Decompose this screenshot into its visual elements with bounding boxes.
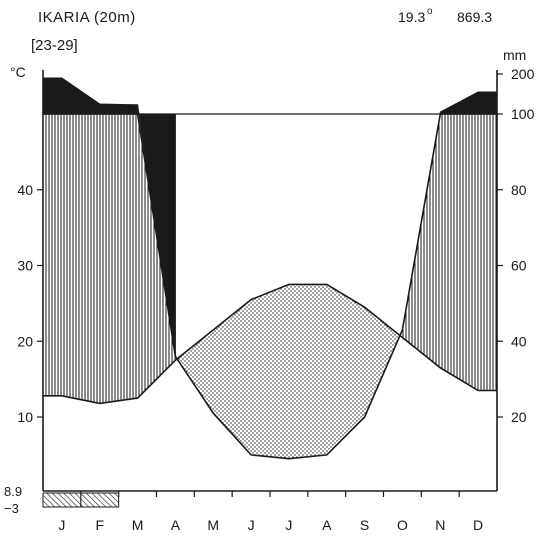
frost-bar-F [81,493,119,507]
min-temp-label: 8.9 [4,484,22,499]
humid-area-1 [401,114,498,391]
month-label-9: O [397,517,408,533]
period-label: [23-29] [31,37,78,54]
month-label-10: N [435,517,445,533]
temp-tick-label-10: 10 [17,409,33,425]
month-label-4: M [207,517,219,533]
mean-temp: 19.3 [398,9,425,25]
month-label-8: S [360,517,369,533]
month-label-2: M [132,517,144,533]
right-axis-unit: mm [503,47,526,63]
left-axis-unit: °C [10,64,26,80]
month-label-6: J [285,517,292,533]
arid-area-0 [177,284,398,458]
station-title: IKARIA (20m) [38,9,136,26]
frost-label: −3 [4,501,19,516]
month-label-11: D [473,517,483,533]
temp-tick-label-20: 20 [17,333,33,349]
annual-precip: 869.3 [457,9,492,25]
month-label-7: A [322,517,332,533]
precip-tick-label-100: 100 [511,106,535,122]
precip-tick-label-60: 60 [511,258,527,274]
month-label-5: J [248,517,255,533]
temp-tick-label-30: 30 [17,258,33,274]
degree-sign: o [427,6,433,17]
precip-tick-label-80: 80 [511,182,527,198]
precip-tick-label-40: 40 [511,333,527,349]
frost-bar-J [43,493,81,507]
temp-tick-label-40: 40 [17,182,33,198]
month-label-3: A [171,517,181,533]
month-label-0: J [58,517,65,533]
precip-tick-label-200: 200 [511,66,535,82]
month-label-1: F [95,517,104,533]
perhumid-cap-1 [440,92,497,114]
precip-tick-label-20: 20 [511,409,527,425]
